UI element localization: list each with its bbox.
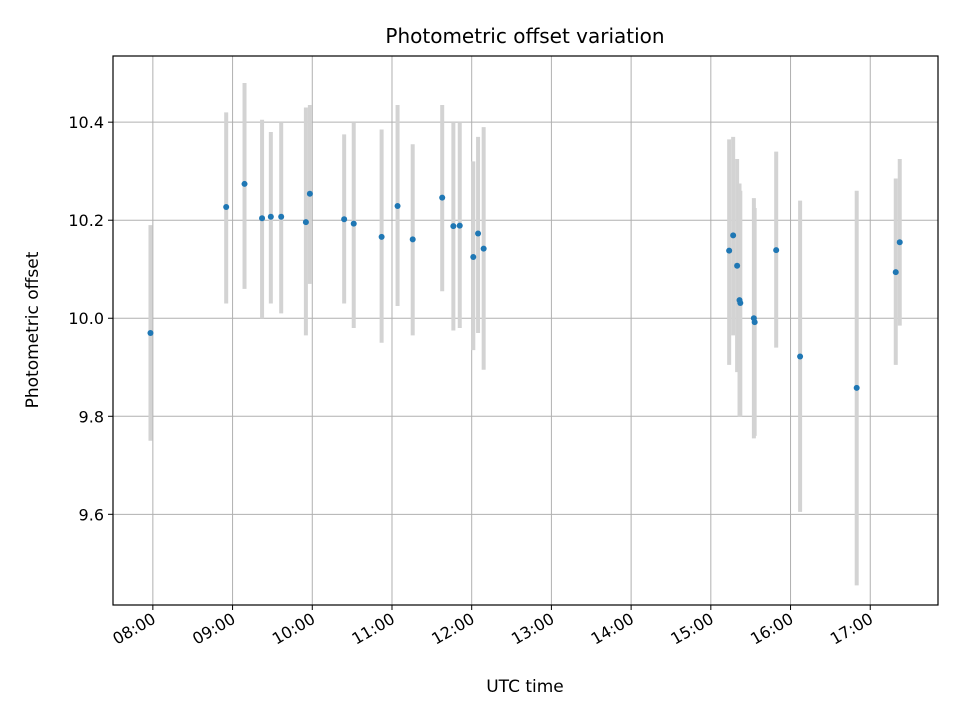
- data-point: [439, 194, 446, 201]
- y-axis-label: Photometric offset: [23, 251, 43, 408]
- data-point: [853, 384, 860, 391]
- data-point: [730, 232, 737, 239]
- data-point: [892, 269, 899, 276]
- y-tick-label: 10.4: [68, 113, 104, 132]
- data-point: [259, 215, 266, 222]
- point-layer: [147, 180, 903, 391]
- y-tick-label: 10.2: [68, 211, 104, 230]
- y-tick-label: 9.8: [79, 407, 104, 426]
- data-point: [751, 319, 758, 326]
- data-point: [147, 329, 154, 336]
- data-point: [480, 245, 487, 252]
- data-point: [896, 239, 903, 246]
- chart-title: Photometric offset variation: [385, 24, 664, 48]
- data-point: [726, 247, 733, 254]
- data-point: [734, 262, 741, 269]
- data-point: [241, 180, 248, 187]
- y-tick-label: 10.0: [68, 309, 104, 328]
- grid-layer: [113, 56, 938, 605]
- data-point: [341, 216, 348, 223]
- data-point: [797, 353, 804, 360]
- data-point: [456, 222, 463, 229]
- data-point: [223, 203, 230, 210]
- y-tick-label: 9.6: [79, 505, 104, 524]
- x-axis-label: UTC time: [486, 677, 564, 697]
- data-point: [737, 300, 744, 307]
- data-point: [773, 247, 780, 254]
- data-point: [470, 253, 477, 260]
- plot-frame: [112, 55, 939, 606]
- y-axis-ticks: 9.6 9.8 10.0 10.2 10.4: [68, 113, 113, 524]
- data-point: [409, 236, 416, 243]
- data-point: [450, 223, 457, 230]
- data-point: [278, 213, 285, 220]
- data-point: [267, 213, 274, 220]
- data-point: [394, 202, 401, 209]
- data-point: [378, 233, 385, 240]
- data-point: [350, 220, 357, 227]
- data-point: [475, 230, 482, 237]
- data-point: [306, 190, 313, 197]
- data-point: [302, 219, 309, 226]
